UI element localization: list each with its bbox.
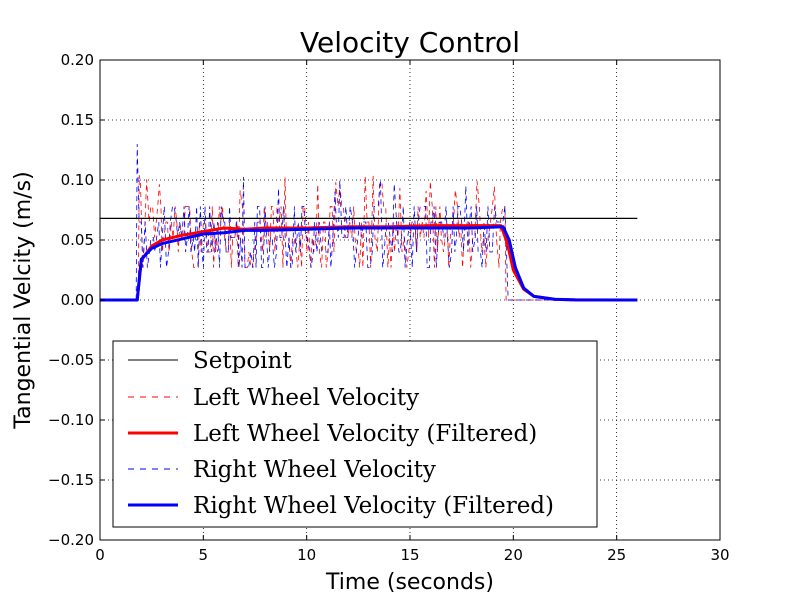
y-tick-label: 0.15 [61,111,94,129]
y-tick-label: −0.05 [48,351,94,369]
raw-series-layer [100,143,638,301]
legend-label-left-raw: Left Wheel Velocity [193,385,419,411]
x-tick-label: 15 [400,546,419,564]
legend: Setpoint Left Wheel Velocity Left Wheel … [112,340,598,528]
x-tick-label: 5 [199,546,209,564]
legend-box [112,340,598,528]
legend-label-right-filtered: Right Wheel Velocity (Filtered) [193,493,554,519]
y-tick-label: 0.00 [61,291,94,309]
y-tick-label: 0.10 [61,171,94,189]
y-tick-label: 0.20 [61,51,94,69]
x-tick-label: 20 [504,546,523,564]
y-tick-label: −0.20 [48,531,94,549]
y-axis-label: Tangential Velcity (m/s) [11,171,36,429]
x-tick-label: 0 [95,546,105,564]
series-left-wheel-raw [100,175,638,301]
y-tick-label: −0.10 [48,411,94,429]
y-tick-label: 0.05 [61,231,94,249]
chart-title: Velocity Control [300,26,520,59]
series-right-wheel-filtered [100,225,638,302]
axis-ticks: 0 5 10 15 20 25 30 −0.20 −0.15 −0.10 −0.05 0.00 0.05… [48,51,730,564]
legend-label-left-filtered: Left Wheel Velocity (Filtered) [193,421,537,447]
x-tick-label: 25 [607,546,626,564]
y-tick-label: −0.15 [48,471,94,489]
x-tick-label: 10 [297,546,316,564]
legend-label-right-raw: Right Wheel Velocity [193,457,436,483]
x-tick-label: 30 [710,546,729,564]
series-right-wheel-raw [100,143,638,301]
legend-label-setpoint: Setpoint [193,348,292,374]
x-axis-label: Time (seconds) [325,570,494,595]
line-series-layer [100,217,638,302]
